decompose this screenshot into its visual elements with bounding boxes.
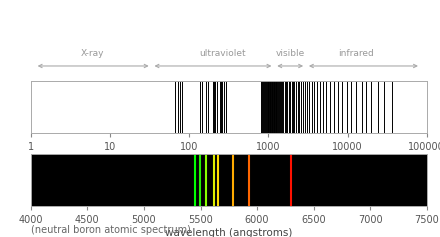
Text: X-ray: X-ray — [81, 49, 104, 58]
Text: (neutral boron atomic spectrum): (neutral boron atomic spectrum) — [31, 225, 191, 235]
Text: infrared: infrared — [337, 49, 374, 58]
Text: ultraviolet: ultraviolet — [200, 49, 246, 58]
X-axis label: wavelength (angstroms): wavelength (angstroms) — [165, 155, 293, 164]
X-axis label: wavelength (angstroms): wavelength (angstroms) — [165, 228, 293, 237]
Text: visible: visible — [275, 49, 305, 58]
